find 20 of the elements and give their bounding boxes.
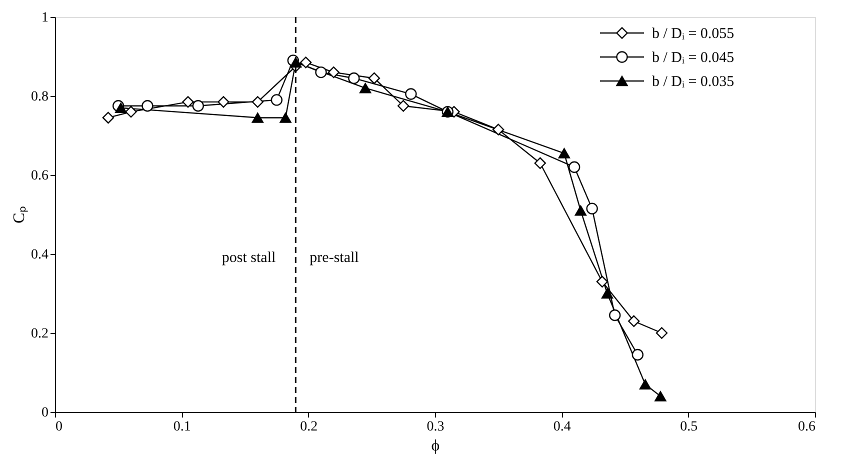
annotation: post stall (222, 250, 276, 266)
y-tick-label: 0.8 (31, 90, 48, 104)
y-tick-label: 0.6 (31, 168, 48, 184)
annotation: pre-stall (310, 250, 359, 266)
y-tick-label: 0.2 (31, 326, 48, 342)
y-tick-label: 1 (42, 10, 48, 26)
legend-label: b / Dᵢ = 0.055 (652, 26, 734, 42)
y-tick-label: 0.4 (31, 248, 48, 262)
x-tick-label: 0.6 (798, 420, 816, 434)
x-tick-label: 0.1 (173, 420, 191, 434)
x-tick-label: 0 (56, 420, 62, 434)
x-tick-label: 0.4 (553, 420, 571, 434)
x-tick-label: 0.5 (680, 420, 698, 434)
x-tick-label: 0.2 (300, 420, 318, 434)
legend-label: b / Dᵢ = 0.035 (652, 74, 734, 90)
x-axis-title: ϕ (431, 438, 440, 454)
x-tick-label: 0.3 (426, 420, 444, 434)
y-axis-title: Cₚ (11, 206, 28, 224)
legend-label: b / Dᵢ = 0.045 (652, 50, 734, 66)
y-tick-label: 0 (42, 406, 48, 420)
